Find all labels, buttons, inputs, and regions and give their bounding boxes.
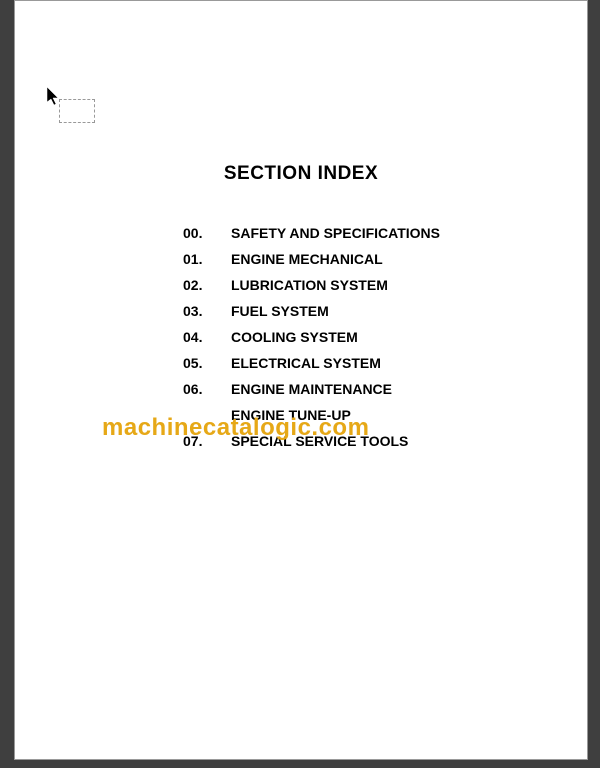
index-row: 02. LUBRICATION SYSTEM — [183, 277, 440, 293]
index-number: 01. — [183, 251, 231, 267]
watermark-text: machinecatalogic.com — [102, 414, 369, 442]
index-number: 02. — [183, 277, 231, 293]
index-label: COOLING SYSTEM — [231, 329, 440, 345]
index-label: FUEL SYSTEM — [231, 303, 440, 319]
index-label: LUBRICATION SYSTEM — [231, 277, 440, 293]
index-number: 03. — [183, 303, 231, 319]
section-title: SECTION INDEX — [15, 163, 587, 185]
index-row: 05. ELECTRICAL SYSTEM — [183, 355, 440, 371]
document-page: SECTION INDEX 00. SAFETY AND SPECIFICATI… — [14, 0, 588, 760]
index-row: 01. ENGINE MECHANICAL — [183, 251, 440, 267]
index-row: 06. ENGINE MAINTENANCE — [183, 381, 440, 397]
index-number: 00. — [183, 225, 231, 241]
index-number: 04. — [183, 329, 231, 345]
index-label: SAFETY AND SPECIFICATIONS — [231, 225, 440, 241]
index-row: 00. SAFETY AND SPECIFICATIONS — [183, 225, 440, 241]
selection-box — [59, 99, 95, 123]
index-label: ELECTRICAL SYSTEM — [231, 355, 440, 371]
index-number: 05. — [183, 355, 231, 371]
index-label: ENGINE MAINTENANCE — [231, 381, 440, 397]
index-number: 06. — [183, 381, 231, 397]
index-row: 04. COOLING SYSTEM — [183, 329, 440, 345]
index-label: ENGINE MECHANICAL — [231, 251, 440, 267]
index-row: 03. FUEL SYSTEM — [183, 303, 440, 319]
